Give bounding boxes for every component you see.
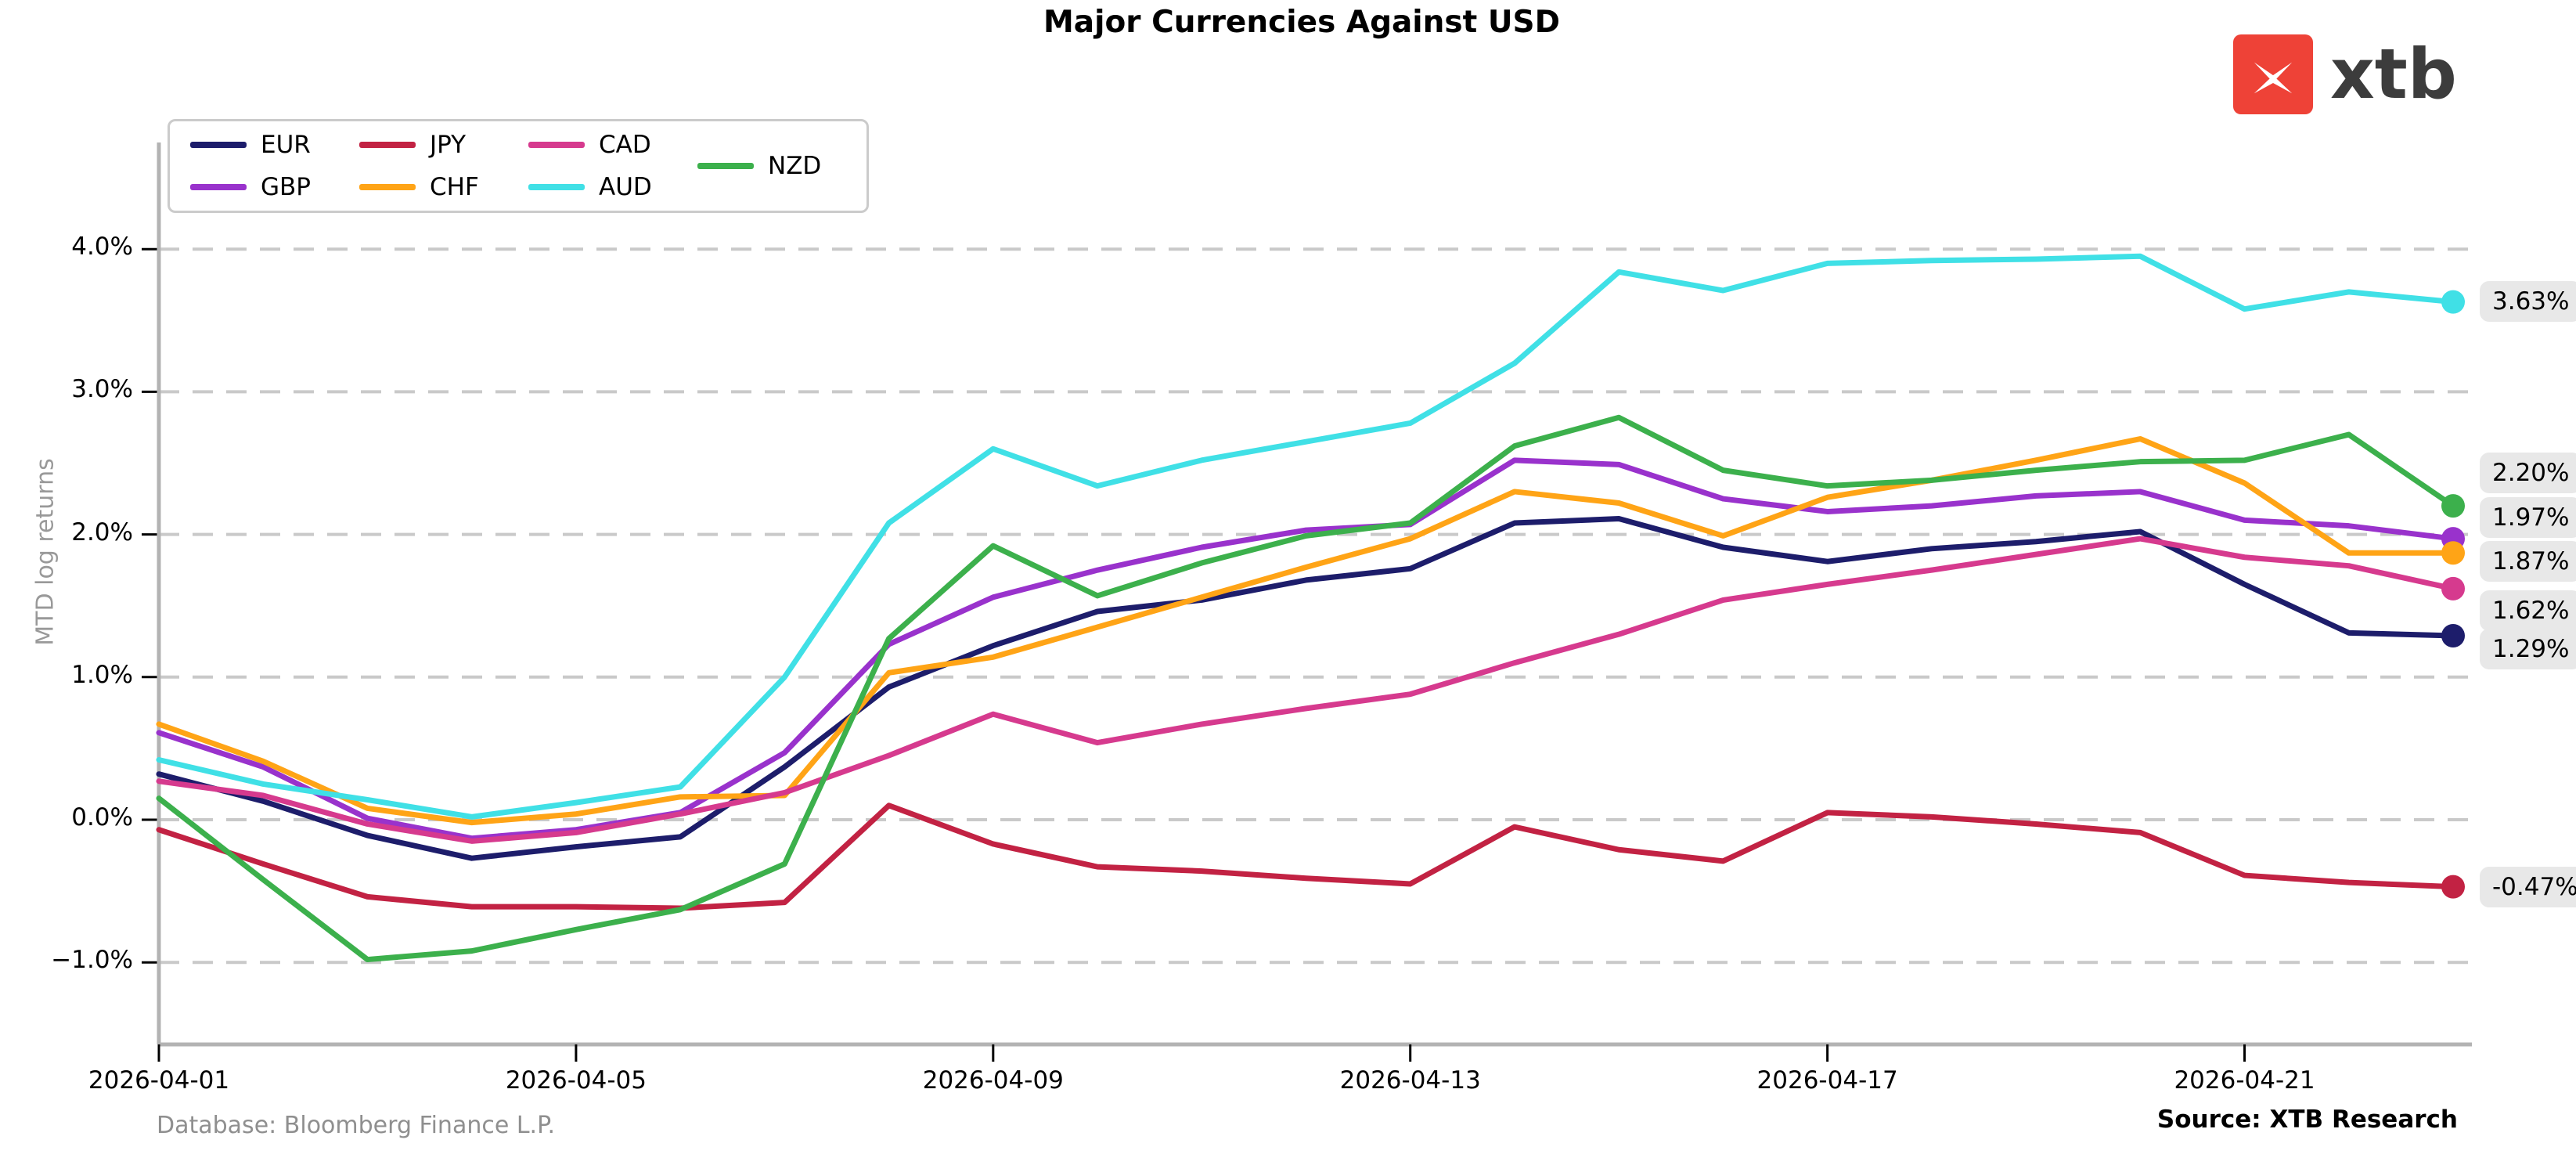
- legend-item-chf: CHF: [359, 172, 528, 202]
- legend-label: AUD: [599, 173, 652, 201]
- legend-column: NZD: [697, 151, 866, 181]
- legend-label: CAD: [599, 131, 651, 159]
- legend-item-gbp: GBP: [190, 172, 359, 202]
- chart-title: Major Currencies Against USD: [1043, 5, 1560, 40]
- x-tick-label: 2026-04-01: [88, 1066, 230, 1095]
- legend-item-cad: CAD: [528, 130, 697, 160]
- y-tick-label: 4.0%: [71, 233, 133, 261]
- series-endpoint-CHF: [2441, 541, 2465, 565]
- series-endpoint-AUD: [2441, 290, 2465, 314]
- database-credit: Database: Bloomberg Finance L.P.: [157, 1112, 556, 1139]
- legend-label: EUR: [261, 131, 311, 159]
- series-line-GBP: [156, 457, 2456, 842]
- series-endpoint-EUR: [2441, 623, 2465, 647]
- end-label-aud: 3.63%: [2480, 281, 2576, 322]
- y-tick-label: 0.0%: [71, 803, 133, 831]
- end-label-chf: 1.87%: [2480, 541, 2576, 582]
- legend-column: EUR GBP: [190, 130, 359, 202]
- legend: EUR GBP JPY CHF CAD AUD NZD: [168, 119, 869, 213]
- legend-swatch-jpy: [359, 142, 416, 148]
- legend-swatch-gbp: [190, 184, 247, 190]
- x-tick-label: 2026-04-21: [2174, 1066, 2315, 1095]
- legend-swatch-aud: [528, 184, 585, 190]
- legend-item-jpy: JPY: [359, 130, 528, 160]
- series-endpoint-CAD: [2441, 576, 2465, 601]
- series-line-NZD: [156, 414, 2456, 963]
- end-label-eur: 1.29%: [2480, 629, 2576, 669]
- x-tick-label: 2026-04-05: [505, 1066, 647, 1095]
- end-label-gbp: 1.97%: [2480, 497, 2576, 538]
- legend-label: CHF: [430, 173, 479, 201]
- series-endpoint-NZD: [2441, 494, 2465, 518]
- legend-swatch-nzd: [697, 163, 754, 169]
- xtb-logo-mark: [2233, 34, 2313, 114]
- source-credit: Source: XTB Research: [2156, 1105, 2458, 1134]
- legend-label: NZD: [768, 152, 822, 180]
- series-line-AUD: [156, 253, 2456, 820]
- y-tick-label: 3.0%: [71, 375, 133, 404]
- y-axis-title: MTD log returns: [31, 458, 59, 646]
- x-tick-label: 2026-04-09: [922, 1066, 1064, 1095]
- series-line-EUR: [156, 516, 2456, 861]
- legend-item-aud: AUD: [528, 172, 697, 202]
- series-endpoint-JPY: [2441, 875, 2465, 899]
- legend-column: JPY CHF: [359, 130, 528, 202]
- x-tick-label: 2026-04-17: [1756, 1066, 1898, 1095]
- end-label-cad: 1.62%: [2480, 590, 2576, 631]
- legend-swatch-eur: [190, 142, 247, 148]
- y-tick-label: 2.0%: [71, 518, 133, 546]
- legend-swatch-chf: [359, 184, 416, 190]
- series-line-CAD: [156, 536, 2456, 844]
- legend-item-eur: EUR: [190, 130, 359, 160]
- y-tick-label: −1.0%: [51, 946, 133, 975]
- series-line-CHF: [156, 436, 2456, 826]
- legend-column: CAD AUD: [528, 130, 697, 202]
- xtb-x-icon: [2254, 62, 2293, 94]
- xtb-logo: xtb: [2233, 34, 2457, 114]
- end-label-nzd: 2.20%: [2480, 453, 2576, 493]
- y-tick-label: 1.0%: [71, 660, 133, 689]
- end-label-jpy: -0.47%: [2480, 867, 2576, 907]
- legend-item-nzd: NZD: [697, 151, 866, 181]
- legend-swatch-cad: [528, 142, 585, 148]
- xtb-logo-text: xtb: [2330, 34, 2457, 114]
- x-tick-label: 2026-04-13: [1339, 1066, 1481, 1095]
- series-line-JPY: [156, 803, 2456, 911]
- legend-label: GBP: [261, 173, 311, 201]
- legend-label: JPY: [430, 131, 467, 159]
